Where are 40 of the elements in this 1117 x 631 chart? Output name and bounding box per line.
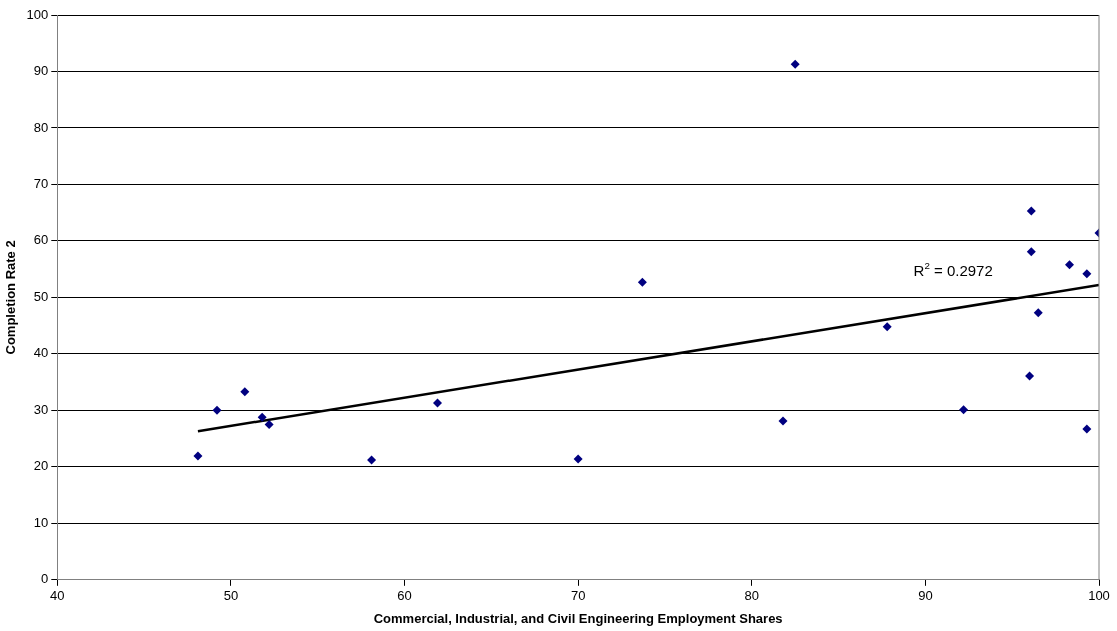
point: [367, 455, 377, 465]
y-tick-label: 10: [33, 514, 49, 530]
point: [790, 59, 800, 69]
point: [1082, 269, 1092, 279]
x-axis-title: Commercial, Industrial, and Civil Engineering Employment Shares: [373, 610, 783, 626]
point: [193, 451, 203, 461]
x-tick-label: 70: [570, 588, 586, 604]
x-tick-label: 50: [223, 588, 239, 604]
y-axis-title: Completion Rate 2: [3, 240, 19, 355]
y-tick-label: 70: [33, 176, 49, 192]
point: [637, 277, 647, 287]
point: [1033, 308, 1043, 318]
y-tick-label: 0: [41, 571, 49, 587]
y-tick-label: 30: [33, 401, 49, 417]
y-tick-label: 60: [33, 232, 49, 248]
point: [1064, 260, 1074, 270]
x-tick-label: 100: [1088, 588, 1110, 604]
x-tick-label: 40: [50, 588, 65, 604]
point: [882, 322, 892, 332]
point: [959, 405, 969, 415]
y-tick-label: 40: [33, 345, 49, 361]
point: [212, 405, 222, 415]
point: [240, 387, 250, 397]
point: [573, 454, 583, 464]
x-tick-label: 80: [744, 588, 759, 604]
y-tick-label: 100: [26, 6, 49, 22]
y-tick-label: 80: [33, 119, 49, 135]
y-tick-label: 50: [33, 288, 49, 304]
point: [264, 419, 274, 429]
y-tick-label: 20: [33, 458, 49, 474]
point: [1025, 371, 1035, 381]
point: [1026, 247, 1036, 257]
y-tick-label: 90: [33, 63, 49, 79]
point: [257, 412, 267, 422]
x-tick-label: 60: [397, 588, 412, 604]
point: [433, 398, 443, 408]
point: [1082, 424, 1092, 434]
point: [778, 416, 788, 426]
point: [1026, 206, 1036, 216]
x-tick-label: 90: [918, 588, 933, 604]
